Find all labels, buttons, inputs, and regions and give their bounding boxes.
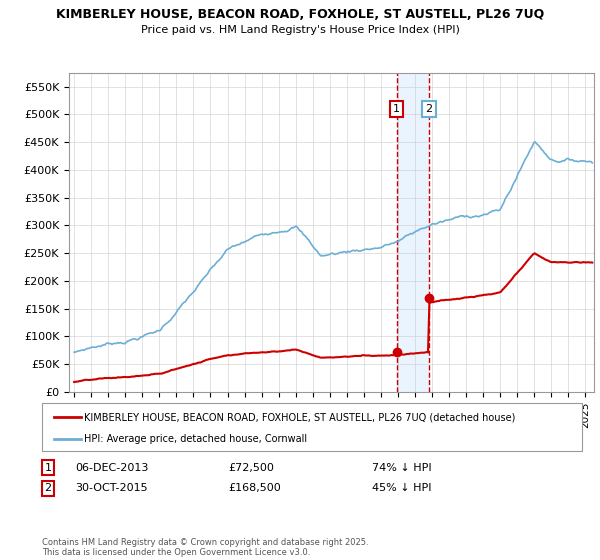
Text: 1: 1 (393, 104, 400, 114)
Text: 06-DEC-2013: 06-DEC-2013 (75, 463, 148, 473)
Text: 1: 1 (44, 463, 52, 473)
Text: Contains HM Land Registry data © Crown copyright and database right 2025.
This d: Contains HM Land Registry data © Crown c… (42, 538, 368, 557)
Text: 45% ↓ HPI: 45% ↓ HPI (372, 483, 431, 493)
Text: 2: 2 (425, 104, 433, 114)
Text: Price paid vs. HM Land Registry's House Price Index (HPI): Price paid vs. HM Land Registry's House … (140, 25, 460, 35)
Text: HPI: Average price, detached house, Cornwall: HPI: Average price, detached house, Corn… (84, 434, 307, 444)
Text: KIMBERLEY HOUSE, BEACON ROAD, FOXHOLE, ST AUSTELL, PL26 7UQ: KIMBERLEY HOUSE, BEACON ROAD, FOXHOLE, S… (56, 8, 544, 21)
Text: 74% ↓ HPI: 74% ↓ HPI (372, 463, 431, 473)
Text: 2: 2 (44, 483, 52, 493)
Text: £168,500: £168,500 (228, 483, 281, 493)
Text: KIMBERLEY HOUSE, BEACON ROAD, FOXHOLE, ST AUSTELL, PL26 7UQ (detached house): KIMBERLEY HOUSE, BEACON ROAD, FOXHOLE, S… (84, 413, 515, 422)
Text: 30-OCT-2015: 30-OCT-2015 (75, 483, 148, 493)
Bar (397, 73, 429, 392)
Text: £72,500: £72,500 (228, 463, 274, 473)
